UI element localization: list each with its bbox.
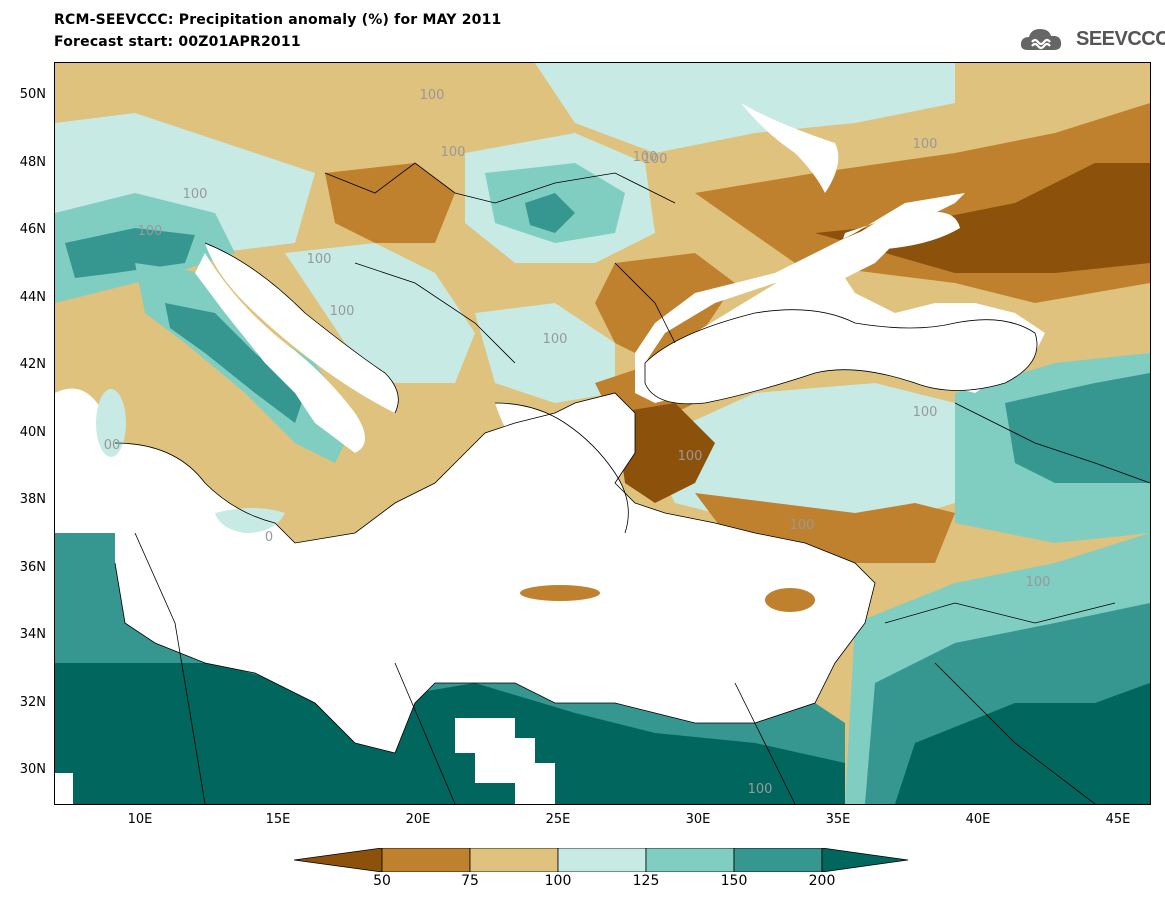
corsica-island: [101, 341, 125, 385]
contour-label-100: 100: [913, 137, 938, 152]
contour-label-100: 100: [678, 449, 703, 464]
cyprus-island: [765, 588, 815, 612]
map-canvas: 100 100 100 100 100 100 100 100 100 100 …: [55, 63, 1150, 804]
colorbar-label: 150: [720, 873, 748, 889]
contour-label-100: 100: [330, 304, 355, 319]
sicily-island: [215, 508, 285, 533]
lat-tick-label: 30N: [19, 762, 46, 777]
contour-label-100: 100: [441, 145, 466, 160]
colorbar-label: 75: [461, 873, 479, 889]
lat-tick-label: 32N: [19, 695, 46, 710]
colorbar-segment: [469, 848, 559, 872]
lat-tick-label: 40N: [19, 425, 46, 440]
contour-label-100: 100: [307, 252, 332, 267]
lon-tick-label: 25E: [545, 812, 571, 827]
colorbar-segment: [733, 848, 823, 872]
colorbar-label: 100: [544, 873, 572, 889]
seevccc-logo: SEEVCCC: [1018, 24, 1165, 56]
contour-label-partial: 00: [104, 438, 121, 453]
lon-tick-label: 30E: [685, 812, 711, 827]
lat-tick-label: 46N: [19, 222, 46, 237]
colorbar-segment: [645, 848, 735, 872]
lat-tick-label: 48N: [19, 155, 46, 170]
lon-tick-label: 10E: [127, 812, 153, 827]
chart-title: RCM-SEEVCCC: Precipitation anomaly (%) f…: [54, 12, 502, 28]
contour-label-100: 100: [913, 405, 938, 420]
lat-tick-label: 36N: [19, 560, 46, 575]
contour-label-100: 100: [420, 88, 445, 103]
lat-tick-label: 38N: [19, 492, 46, 507]
contour-label-100: 100: [543, 332, 568, 347]
contour-label-100: 100: [138, 224, 163, 239]
contour-label-100: 100: [1026, 575, 1051, 590]
contour-label-100: 100: [183, 187, 208, 202]
lat-tick-label: 44N: [19, 290, 46, 305]
colorbar-segment: [821, 848, 909, 872]
lon-tick-label: 45E: [1105, 812, 1131, 827]
colorbar-segment: [381, 848, 471, 872]
colorbar-segment: [557, 848, 647, 872]
lon-tick-label: 40E: [965, 812, 991, 827]
forecast-start-subtitle: Forecast start: 00Z01APR2011: [54, 34, 301, 50]
lat-tick-label: 34N: [19, 627, 46, 642]
sardinia-island: [96, 389, 126, 457]
lon-tick-label: 35E: [825, 812, 851, 827]
map-panel: 100 100 100 100 100 100 100 100 100 100 …: [54, 62, 1151, 805]
contour-label-100: 100: [633, 150, 658, 165]
lat-tick-label: 42N: [19, 357, 46, 372]
contour-label-100: 100: [643, 152, 668, 167]
crete-island: [520, 585, 600, 601]
contour-label-partial: 0: [265, 530, 273, 545]
logo-text: SEEVCCC: [1076, 28, 1165, 50]
contour-label-100: 100: [790, 518, 815, 533]
cloud-logo-icon: [1020, 29, 1062, 50]
colorbar: [294, 848, 909, 872]
lon-tick-label: 15E: [265, 812, 291, 827]
lat-tick-label: 50N: [19, 87, 46, 102]
colorbar-segment: [294, 848, 383, 872]
colorbar-label: 50: [373, 873, 391, 889]
colorbar-label: 200: [808, 873, 836, 889]
lon-tick-label: 20E: [405, 812, 431, 827]
colorbar-label: 125: [632, 873, 660, 889]
contour-label-100: 100: [748, 782, 773, 797]
